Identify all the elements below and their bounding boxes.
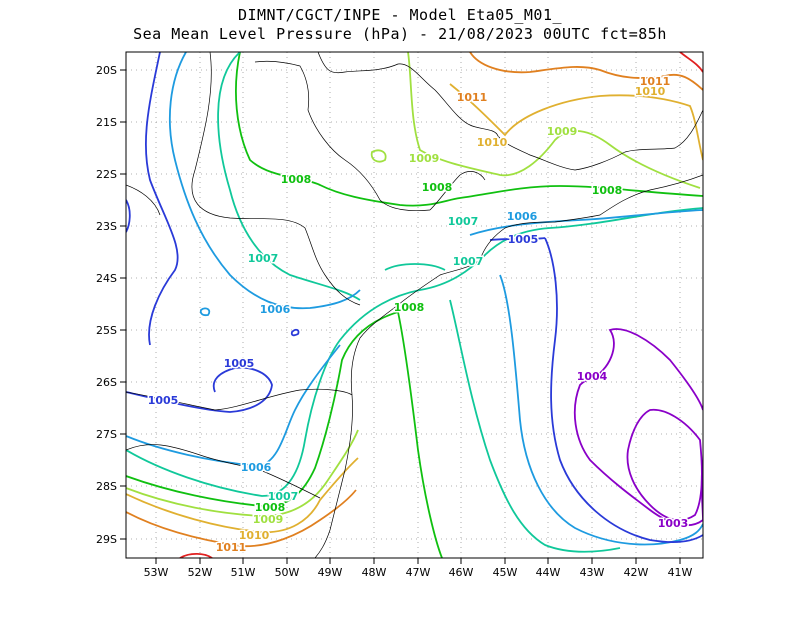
contour-label: 1009 bbox=[547, 125, 578, 138]
contour-label: 1008 bbox=[255, 501, 286, 514]
lat-tick-label: 23S bbox=[96, 220, 117, 233]
lon-tick-label: 45W bbox=[493, 566, 518, 579]
isobar-1012 bbox=[179, 552, 213, 558]
lon-tick-label: 51W bbox=[231, 566, 256, 579]
isobar-1005 bbox=[290, 328, 300, 337]
isobar-1007 bbox=[217, 52, 361, 301]
isobar-1010 bbox=[449, 83, 703, 161]
contour-label: 1004 bbox=[577, 370, 608, 383]
contour-label: 1007 bbox=[453, 255, 484, 268]
isobar-1011 bbox=[126, 489, 357, 548]
contour-label: 1005 bbox=[224, 357, 255, 370]
lon-tick-label: 49W bbox=[318, 566, 343, 579]
isobar-1005 bbox=[126, 199, 131, 233]
lat-tick-label: 21S bbox=[96, 116, 117, 129]
lon-tick-label: 53W bbox=[144, 566, 169, 579]
isobar-1012 bbox=[679, 52, 703, 73]
contour-label: 1011 bbox=[640, 75, 671, 88]
isobar-1009 bbox=[407, 52, 701, 189]
contour-label: 1011 bbox=[216, 541, 247, 554]
longitude-axis: 53W 52W 51W 50W 49W 48W 47W 46W 45W 44W 43W 42W 41W bbox=[144, 558, 693, 579]
map-subtitle: Sea Mean Level Pressure (hPa) - 21/08/20… bbox=[133, 25, 667, 43]
contour-label: 1007 bbox=[248, 252, 279, 265]
state-border bbox=[126, 444, 321, 499]
map-background bbox=[126, 52, 703, 558]
isobar-1009 bbox=[370, 149, 387, 163]
lon-tick-label: 47W bbox=[406, 566, 431, 579]
border bbox=[126, 184, 161, 216]
contour-label: 1003 bbox=[658, 517, 689, 530]
isobar-1006 bbox=[469, 209, 703, 236]
map-title: DIMNT/CGCT/INPE - Model Eta05_M01_ bbox=[237, 6, 563, 24]
isobar-1007 bbox=[449, 299, 621, 553]
isobar-1005 bbox=[126, 366, 273, 413]
isobar-1005 bbox=[489, 237, 546, 241]
lon-tick-label: 50W bbox=[275, 566, 300, 579]
isobar-1005 bbox=[145, 52, 179, 346]
isobars bbox=[126, 52, 703, 558]
isobar-1010 bbox=[126, 457, 359, 533]
lon-tick-label: 43W bbox=[580, 566, 605, 579]
coastline bbox=[314, 174, 703, 558]
state-border bbox=[254, 60, 431, 212]
isobar-1009 bbox=[126, 429, 359, 517]
contour-label: 1010 bbox=[239, 529, 270, 542]
contour-label: 1005 bbox=[508, 233, 539, 246]
lat-tick-label: 28S bbox=[96, 480, 117, 493]
isobar-1008 bbox=[235, 52, 703, 207]
state-border bbox=[191, 52, 361, 306]
contour-label: 1006 bbox=[241, 461, 272, 474]
isobar-1007 bbox=[384, 263, 446, 271]
state-border bbox=[126, 388, 353, 411]
isobar-1008 bbox=[126, 310, 443, 558]
isobar-1011 bbox=[469, 52, 703, 91]
contour-label: 1006 bbox=[507, 210, 538, 223]
coastline-and-borders bbox=[126, 52, 703, 558]
contour-label: 1005 bbox=[148, 394, 179, 407]
lon-tick-label: 41W bbox=[668, 566, 693, 579]
isobar-1006 bbox=[499, 274, 703, 546]
lat-tick-label: 24S bbox=[96, 272, 117, 285]
contour-label: 1009 bbox=[253, 513, 284, 526]
contour-label: 1008 bbox=[592, 184, 623, 197]
lon-tick-label: 42W bbox=[624, 566, 649, 579]
lon-tick-label: 48W bbox=[362, 566, 387, 579]
contour-label: 1008 bbox=[281, 173, 312, 186]
isobar-1006 bbox=[126, 344, 341, 467]
lat-tick-label: 20S bbox=[96, 64, 117, 77]
state-border bbox=[429, 171, 486, 211]
lon-tick-label: 44W bbox=[536, 566, 561, 579]
isobar-1003 bbox=[626, 408, 703, 522]
contour-label: 1007 bbox=[268, 490, 299, 503]
isobar-1005 bbox=[544, 237, 703, 543]
contour-label: 1006 bbox=[260, 303, 291, 316]
latitude-axis: 20S 21S 22S 23S 24S 25S 26S 27S 28S 29S bbox=[96, 64, 126, 546]
lat-tick-label: 25S bbox=[96, 324, 117, 337]
lon-tick-label: 52W bbox=[188, 566, 213, 579]
isobar-1006 bbox=[168, 52, 361, 310]
contour-label: 1007 bbox=[448, 215, 479, 228]
contour-label: 1009 bbox=[409, 152, 440, 165]
coastline bbox=[317, 52, 703, 171]
lat-tick-label: 27S bbox=[96, 428, 117, 441]
lat-tick-label: 22S bbox=[96, 168, 117, 181]
isobar-1006 bbox=[199, 307, 211, 317]
map-frame bbox=[125, 51, 704, 559]
lat-tick-label: 29S bbox=[96, 533, 117, 546]
contour-label: 1010 bbox=[635, 85, 666, 98]
contour-label: 1008 bbox=[422, 181, 453, 194]
isobar-1007 bbox=[126, 207, 703, 497]
lat-tick-label: 26S bbox=[96, 376, 117, 389]
contour-label: 1011 bbox=[457, 91, 488, 104]
lon-tick-label: 46W bbox=[449, 566, 474, 579]
contour-label: 1008 bbox=[394, 301, 425, 314]
contour-label: 1010 bbox=[477, 136, 508, 149]
